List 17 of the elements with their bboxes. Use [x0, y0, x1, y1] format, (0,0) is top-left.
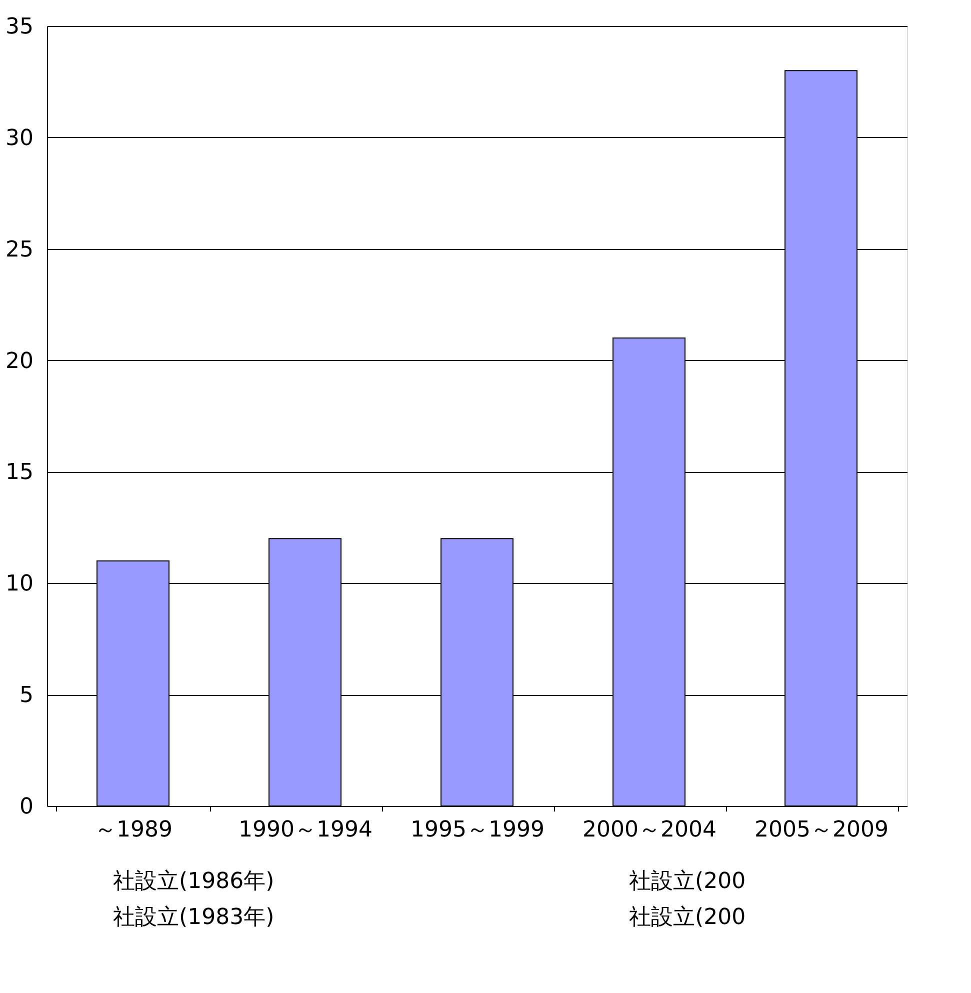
x-tick-label: 2005～2009: [754, 818, 888, 842]
text: 社設立(200: [629, 905, 746, 930]
y-tick-label: 20: [6, 348, 34, 374]
x-tick-label: 1995～1999: [410, 818, 544, 842]
text: 社設立(1983年): [113, 905, 274, 930]
y-tick-label: 30: [6, 126, 34, 151]
y-tick-label: 15: [6, 460, 34, 486]
y-tick-label: 5: [20, 683, 34, 708]
text: 社設立(1986年): [113, 869, 274, 894]
y-tick-label: 0: [20, 794, 34, 820]
y-tick-label: 35: [6, 14, 34, 40]
text: 社設立(200: [629, 869, 746, 894]
x-tick-label: 2000～2004: [582, 818, 716, 842]
y-tick-label: 25: [6, 237, 34, 262]
x-tick-label: 1990～1994: [238, 818, 372, 842]
y-tick-label: 10: [6, 572, 34, 597]
x-tick-label: ～1989: [94, 818, 172, 842]
